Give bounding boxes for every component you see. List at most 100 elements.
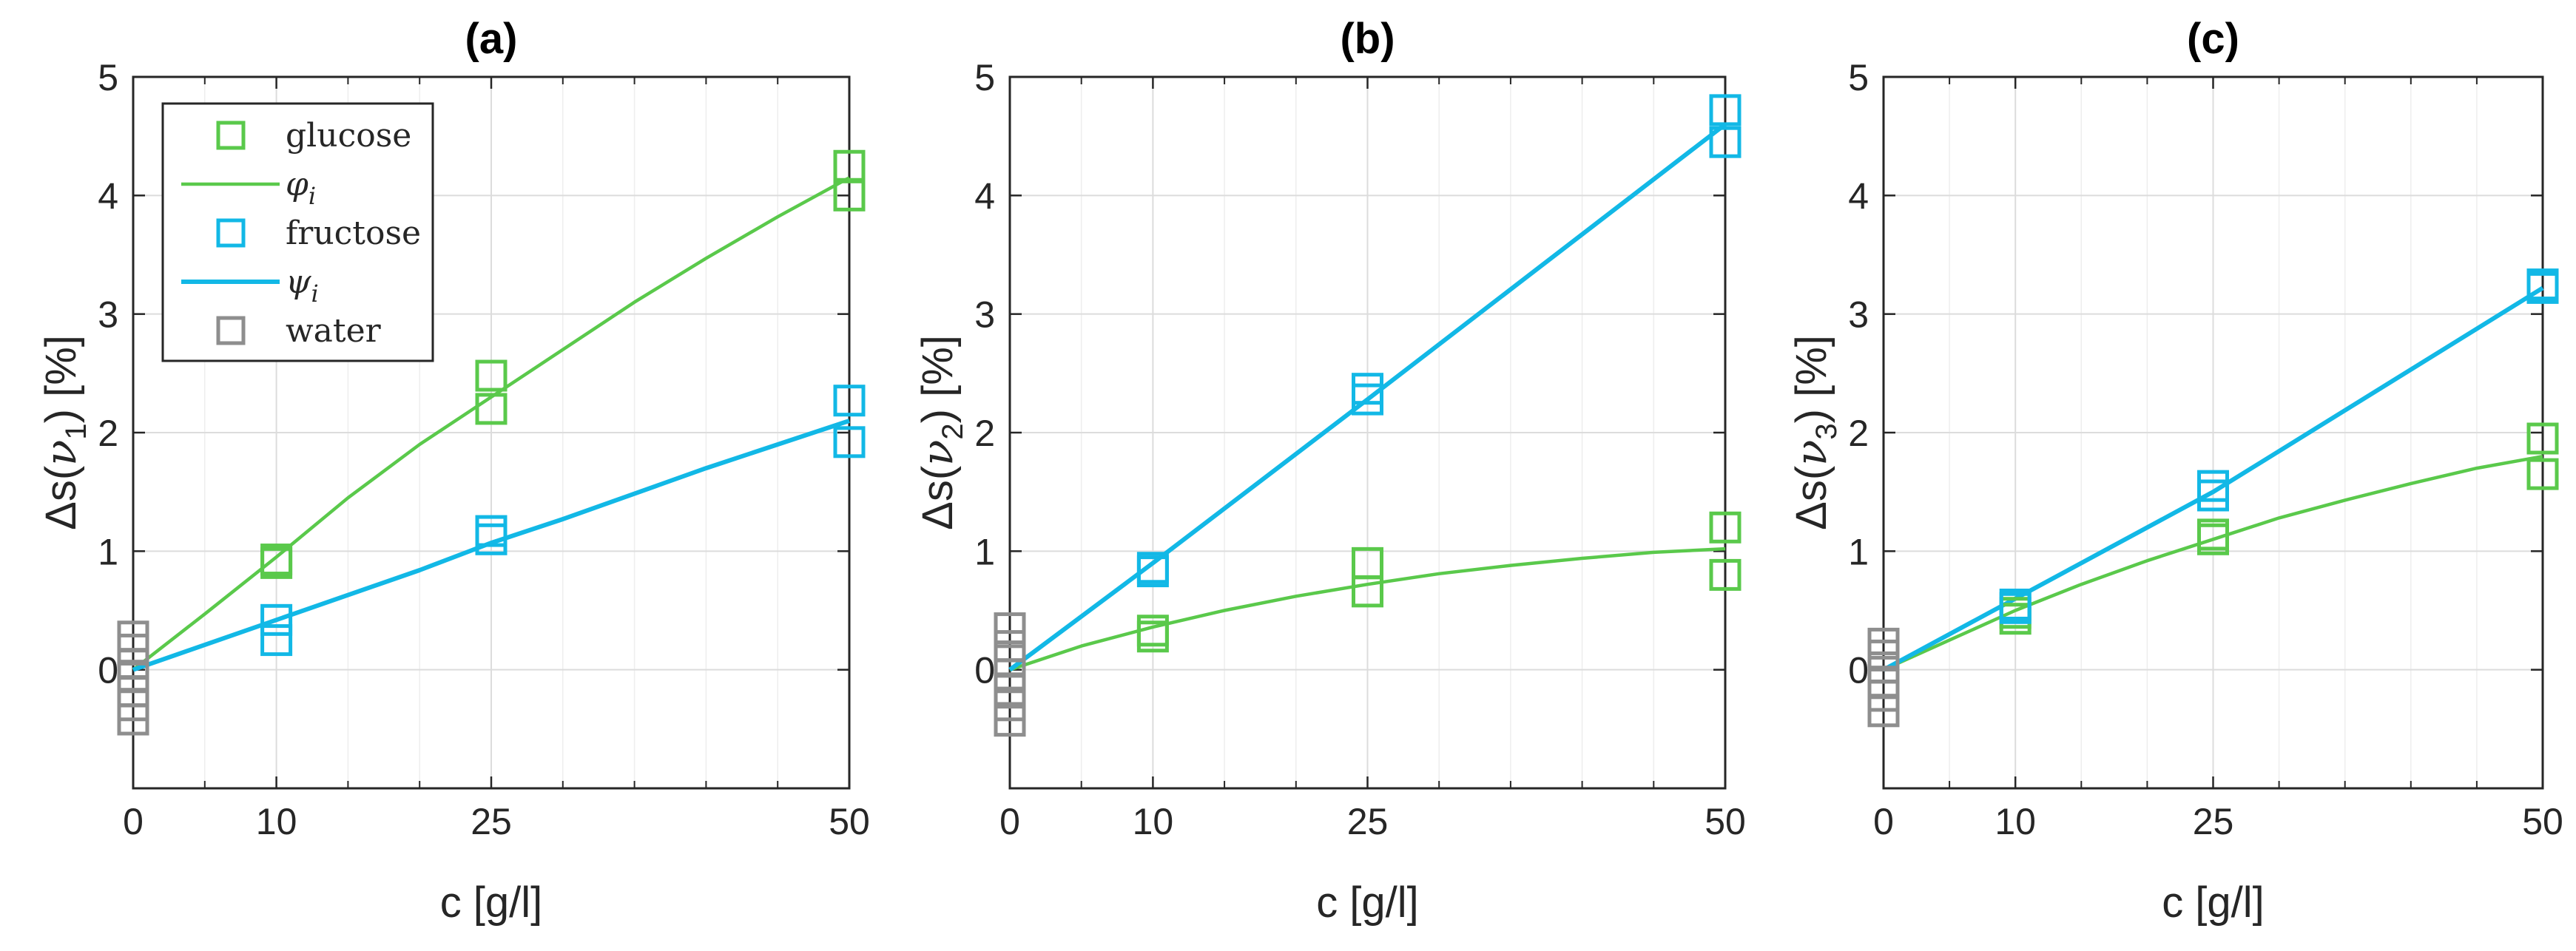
series-line-psi: [132, 419, 850, 672]
data-point-glucose: [2197, 518, 2229, 551]
x-tick-label: 0: [1873, 801, 1894, 842]
data-point-glucose: [1352, 546, 1383, 579]
data-point-water: [994, 630, 1026, 663]
legend-label-main: fructose: [286, 214, 421, 252]
y-tick-label: 2: [1848, 413, 1869, 454]
y-label-subscript: 1: [60, 423, 92, 439]
legend-marker-water: [216, 316, 246, 345]
y-tick-label: 4: [98, 175, 118, 217]
data-point-fructose: [1999, 588, 2032, 620]
legend-marker-glucose: [216, 121, 246, 150]
x-tick-label: 50: [2522, 801, 2563, 842]
legend-label: water: [286, 312, 382, 350]
data-point-fructose: [1709, 126, 1742, 158]
data-point-water: [1867, 627, 1900, 660]
x-tick-label: 10: [256, 801, 297, 842]
data-point-fructose: [475, 515, 508, 547]
x-tick-label: 25: [2193, 801, 2234, 842]
data-point-glucose: [1709, 558, 1742, 591]
data-point-water: [994, 612, 1026, 645]
data-point-fructose: [1136, 552, 1169, 584]
data-point-glucose: [833, 149, 866, 182]
legend-label-main: glucose: [286, 117, 411, 155]
x-tick-label: 50: [829, 801, 870, 842]
series-line-psi: [1008, 122, 1727, 672]
legend-marker-fructose: [216, 218, 246, 248]
x-axis-label: c [g/l]: [1316, 879, 1419, 927]
y-tick-label: 0: [1848, 650, 1869, 691]
legend-box: [161, 102, 434, 362]
panel-title: (b): [1340, 15, 1395, 63]
data-point-glucose: [475, 359, 508, 392]
x-axis-label: c [g/l]: [2162, 879, 2265, 927]
y-tick-label: 5: [98, 57, 118, 98]
data-point-water: [117, 620, 149, 653]
series-line-phi: [1009, 546, 1726, 671]
data-point-fructose: [833, 385, 866, 417]
y-tick-label: 3: [974, 294, 995, 336]
legend-label-main: φ: [286, 166, 308, 203]
legend-label: glucose: [286, 117, 411, 155]
y-tick-label: 0: [98, 650, 118, 691]
y-label-subscript: 2: [937, 423, 969, 439]
x-tick-label: 0: [123, 801, 144, 842]
y-label-greek: ν: [912, 440, 962, 466]
x-tick-label: 50: [1705, 801, 1746, 842]
series-line-phi: [132, 176, 851, 671]
data-point-fructose: [2197, 470, 2229, 502]
data-point-glucose: [2526, 458, 2559, 490]
legend-label-subscript: i: [308, 182, 316, 210]
y-label-greek: ν: [1786, 440, 1836, 466]
y-label-part: Δs(: [914, 466, 962, 530]
data-point-fructose: [833, 426, 866, 458]
y-label-greek: ν: [36, 440, 86, 466]
y-tick-label: 4: [974, 175, 995, 217]
y-tick-label: 4: [1848, 175, 1869, 217]
legend-label-main: ψ: [286, 263, 311, 301]
y-label-part: ) [%]: [914, 335, 962, 423]
data-point-fructose: [2526, 268, 2559, 301]
y-tick-label: 0: [974, 650, 995, 691]
data-point-glucose: [475, 393, 508, 425]
panel-title: (c): [2187, 15, 2239, 63]
data-point-glucose: [1709, 511, 1742, 544]
y-label-part: ) [%]: [1787, 335, 1835, 423]
x-tick-label: 25: [1347, 801, 1389, 842]
data-point-fructose: [260, 624, 293, 657]
y-label-part: Δs(: [37, 466, 85, 530]
x-tick-label: 10: [1133, 801, 1174, 842]
y-axis-label: Δs(ν3) [%]: [1786, 335, 1843, 530]
legend-label: ψi: [286, 263, 319, 308]
x-tick-label: 10: [1995, 801, 2036, 842]
y-tick-label: 1: [98, 531, 118, 572]
y-tick-label: 3: [1848, 294, 1869, 336]
y-tick-label: 5: [974, 57, 995, 98]
y-label-subscript: 3: [1810, 423, 1843, 439]
y-axis-label: Δs(ν2) [%]: [912, 335, 969, 530]
panel-title: (a): [465, 15, 518, 63]
data-point-glucose: [260, 544, 293, 576]
data-point-fructose: [1709, 94, 1742, 126]
series-line-psi: [1882, 285, 2544, 672]
x-axis-label: c [g/l]: [440, 879, 543, 927]
y-label-part: Δs(: [1787, 466, 1835, 530]
series-line-phi: [1883, 454, 2543, 671]
x-tick-label: 0: [999, 801, 1020, 842]
data-point-glucose: [2526, 422, 2559, 455]
y-tick-label: 1: [1848, 531, 1869, 572]
data-point-glucose: [1136, 615, 1169, 647]
y-axis-label: Δs(ν1) [%]: [36, 335, 92, 530]
data-point-fructose: [1352, 373, 1383, 405]
legend-label-subscript: i: [311, 280, 319, 308]
x-tick-label: 25: [471, 801, 512, 842]
data-point-fructose: [260, 603, 293, 636]
legend-label: fructose: [286, 214, 421, 252]
y-tick-label: 3: [98, 294, 118, 336]
y-tick-label: 2: [98, 413, 118, 454]
y-tick-label: 2: [974, 413, 995, 454]
y-label-part: ) [%]: [37, 335, 85, 423]
